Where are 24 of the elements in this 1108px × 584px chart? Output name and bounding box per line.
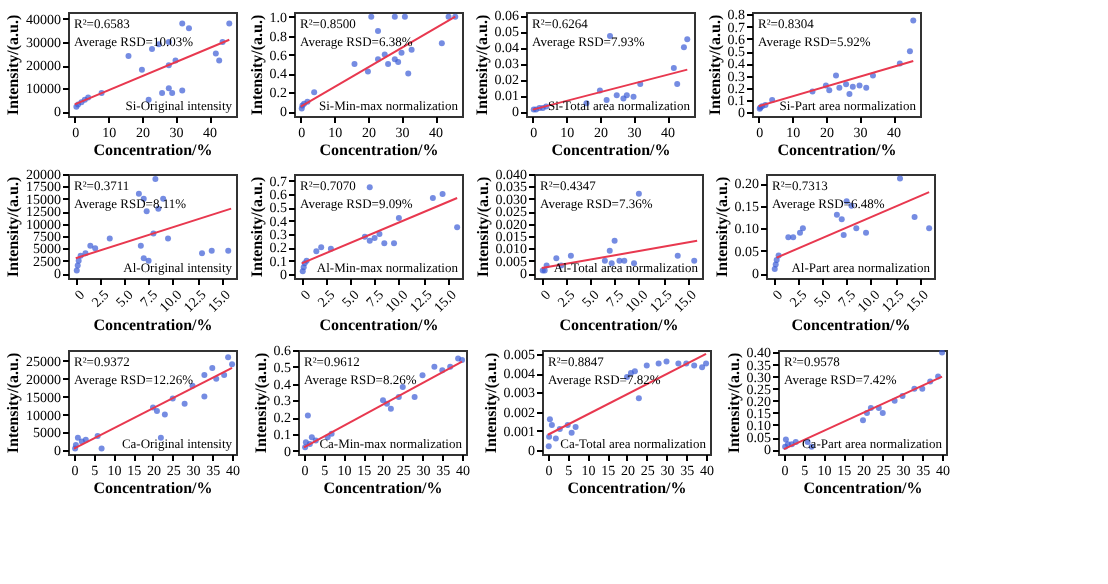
x-axis-title: Concentration/% <box>93 141 213 159</box>
y-axis-title: Intensity/(a.u.) <box>705 14 724 116</box>
y-axis-title: Intensity/(a.u.) <box>4 14 22 116</box>
y-axis-title: Intensity/(a.u.) <box>724 352 743 454</box>
x-axis-title: Concentration/% <box>319 316 439 335</box>
y-axis-title: Intensity/(a.u.) <box>472 14 491 116</box>
x-axis-title: Concentration/% <box>777 141 897 159</box>
x-axis-title: Concentration/% <box>319 141 439 159</box>
y-axis-title: Intensity/(a.u.) <box>251 352 270 454</box>
x-axis-title: Concentration/% <box>323 479 443 497</box>
y-axis-title: Intensity/(a.u.) <box>247 14 266 116</box>
y-axis-title: Intensity/(a.u.) <box>247 176 266 278</box>
y-axis-title: Intensity/(a.u.) <box>712 176 731 278</box>
x-axis-title: Concentration/% <box>559 316 679 335</box>
y-axis-title: Intensity/(a.u.) <box>473 176 492 278</box>
x-axis-title: Concentration/% <box>567 479 687 497</box>
y-axis-title: Intensity/(a.u.) <box>4 176 22 278</box>
x-axis-title: Concentration/% <box>93 479 213 497</box>
x-axis-title: Concentration/% <box>803 479 923 497</box>
x-axis-title: Concentration/% <box>791 316 911 335</box>
x-axis-title: Concentration/% <box>551 141 671 159</box>
x-axis-title: Concentration/% <box>93 316 213 335</box>
y-axis-title: Intensity/(a.u.) <box>481 352 500 454</box>
y-axis-title: Intensity/(a.u.) <box>4 352 22 454</box>
